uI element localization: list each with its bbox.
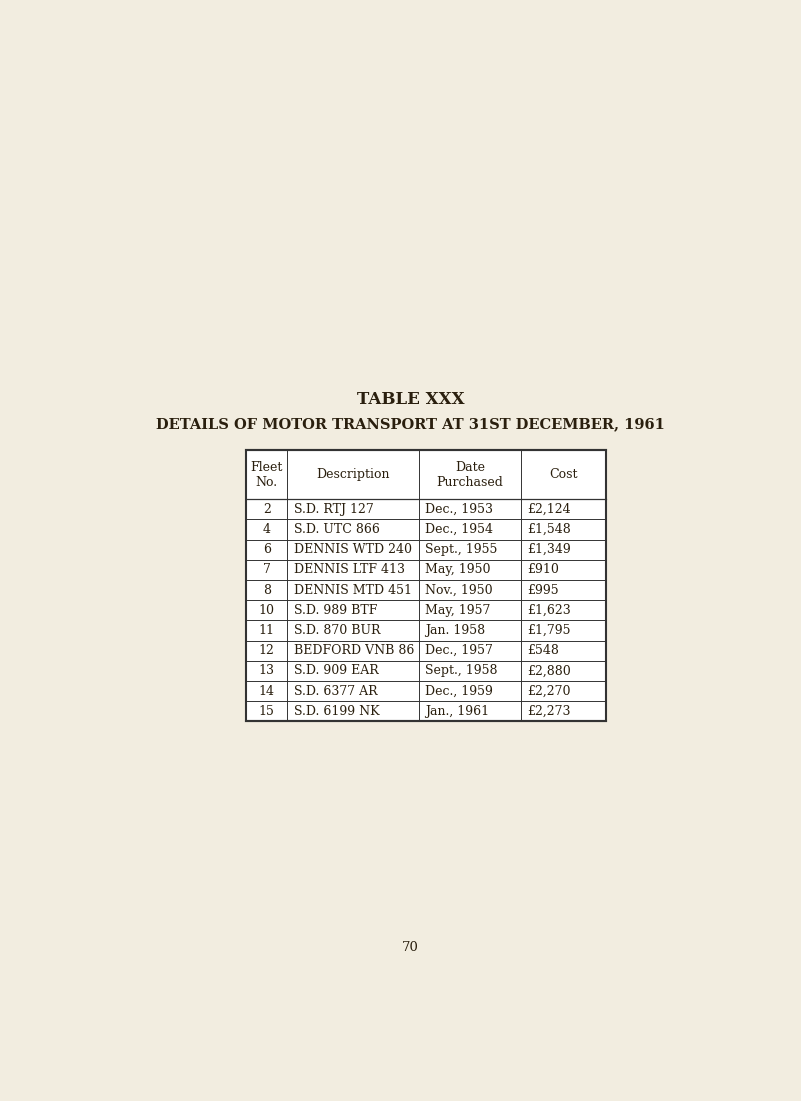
- Text: DENNIS WTD 240: DENNIS WTD 240: [294, 543, 412, 556]
- Text: S.D. RTJ 127: S.D. RTJ 127: [294, 503, 373, 515]
- Text: Sept., 1955: Sept., 1955: [425, 543, 497, 556]
- Text: Date
Purchased: Date Purchased: [437, 460, 504, 489]
- Text: 4: 4: [263, 523, 271, 536]
- Text: £910: £910: [528, 564, 560, 577]
- Text: S.D. 6199 NK: S.D. 6199 NK: [294, 705, 379, 718]
- Text: S.D. 989 BTF: S.D. 989 BTF: [294, 603, 377, 617]
- Text: 8: 8: [263, 584, 271, 597]
- Text: May, 1957: May, 1957: [425, 603, 490, 617]
- Text: S.D. 6377 AR: S.D. 6377 AR: [294, 685, 377, 698]
- Text: TABLE XXX: TABLE XXX: [356, 391, 465, 407]
- Text: 13: 13: [259, 664, 275, 677]
- Text: DETAILS OF MOTOR TRANSPORT AT 31ST DECEMBER, 1961: DETAILS OF MOTOR TRANSPORT AT 31ST DECEM…: [156, 417, 665, 432]
- Text: Dec., 1954: Dec., 1954: [425, 523, 493, 536]
- Text: 12: 12: [259, 644, 275, 657]
- Text: £2,273: £2,273: [528, 705, 571, 718]
- Text: £2,880: £2,880: [528, 664, 571, 677]
- Text: Cost: Cost: [549, 468, 578, 481]
- Text: DENNIS LTF 413: DENNIS LTF 413: [294, 564, 405, 577]
- Text: £2,270: £2,270: [528, 685, 571, 698]
- Text: £1,349: £1,349: [528, 543, 571, 556]
- Text: £548: £548: [528, 644, 560, 657]
- Text: Jan., 1961: Jan., 1961: [425, 705, 489, 718]
- Text: S.D. UTC 866: S.D. UTC 866: [294, 523, 380, 536]
- Text: £2,124: £2,124: [528, 503, 571, 515]
- Text: S.D. 870 BUR: S.D. 870 BUR: [294, 624, 380, 637]
- Text: 10: 10: [259, 603, 275, 617]
- Text: £995: £995: [528, 584, 559, 597]
- Text: Nov., 1950: Nov., 1950: [425, 584, 493, 597]
- Text: Description: Description: [316, 468, 390, 481]
- Text: 2: 2: [263, 503, 271, 515]
- Text: £1,548: £1,548: [528, 523, 571, 536]
- Text: Fleet
No.: Fleet No.: [251, 460, 283, 489]
- Text: DENNIS MTD 451: DENNIS MTD 451: [294, 584, 412, 597]
- Text: S.D. 909 EAR: S.D. 909 EAR: [294, 664, 378, 677]
- Text: 14: 14: [259, 685, 275, 698]
- Text: Dec., 1959: Dec., 1959: [425, 685, 493, 698]
- Text: BEDFORD VNB 86: BEDFORD VNB 86: [294, 644, 414, 657]
- Text: Dec., 1953: Dec., 1953: [425, 503, 493, 515]
- Text: 15: 15: [259, 705, 275, 718]
- Text: Sept., 1958: Sept., 1958: [425, 664, 497, 677]
- Text: Dec., 1957: Dec., 1957: [425, 644, 493, 657]
- Text: 6: 6: [263, 543, 271, 556]
- Text: £1,623: £1,623: [528, 603, 571, 617]
- Text: £1,795: £1,795: [528, 624, 571, 637]
- Text: Jan. 1958: Jan. 1958: [425, 624, 485, 637]
- Text: 70: 70: [402, 941, 419, 955]
- Text: 11: 11: [259, 624, 275, 637]
- Text: 7: 7: [263, 564, 271, 577]
- Text: May, 1950: May, 1950: [425, 564, 490, 577]
